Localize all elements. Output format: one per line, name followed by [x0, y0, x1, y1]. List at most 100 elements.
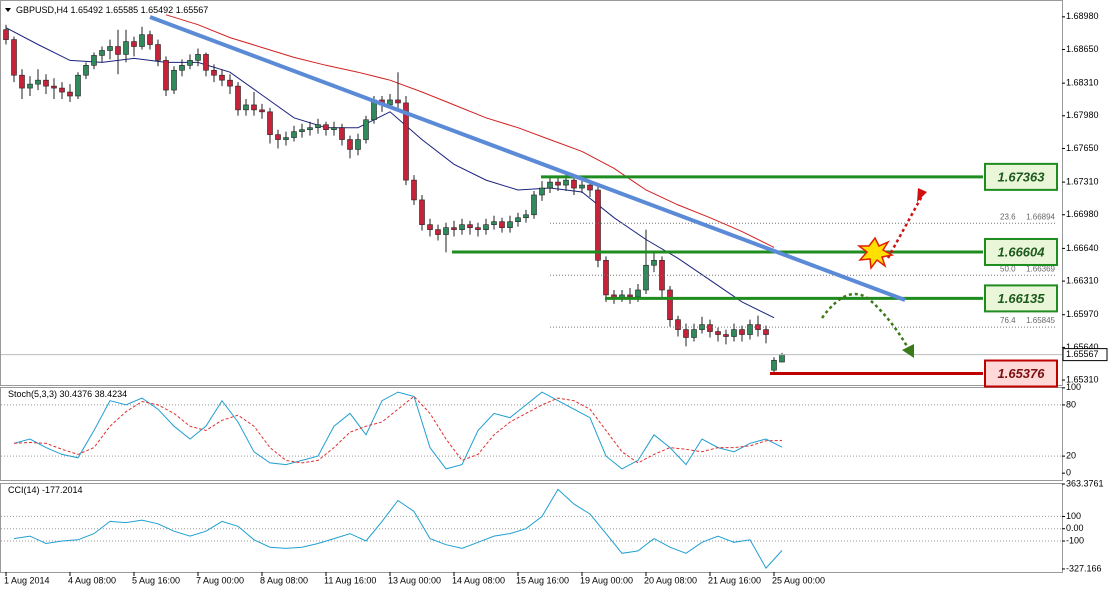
y-tick-label: 1.67310 [1066, 176, 1099, 186]
candle-body [51, 85, 57, 89]
y-tick-label: 1.68650 [1066, 44, 1099, 54]
candle-body [691, 329, 697, 338]
down-arrow-head [902, 344, 914, 358]
candle-body [131, 41, 137, 47]
candle-body [307, 127, 313, 130]
level-box [984, 162, 1058, 191]
candle-body [315, 124, 321, 128]
marks: 1.68980 1.68650 1.68310 1.67980 1.67650 1.673… [1, 11, 1108, 585]
candle-body [555, 181, 561, 186]
candle-body [251, 104, 257, 111]
candle-body [627, 294, 633, 298]
candle-body [203, 54, 209, 71]
candle-body [211, 69, 217, 76]
current-price-label: 1.65567 [1066, 349, 1099, 359]
candle-body [643, 264, 649, 291]
y-tick-label: 1.68310 [1066, 78, 1099, 88]
candle-body [139, 34, 145, 47]
candle-body [35, 79, 41, 85]
candle-body [539, 187, 545, 196]
indicator-line [13, 488, 783, 569]
fib-ratio: 76.4 [1000, 316, 1016, 325]
candle-body [739, 329, 745, 335]
x-tick-label: 20 Aug 08:00 [644, 575, 697, 585]
candle-body [747, 324, 753, 335]
candle-body [427, 224, 433, 230]
stoch-header: Stoch(5,3,3) 30.4376 38.4234 [8, 389, 127, 399]
candle-body [43, 79, 49, 87]
candle-body [571, 179, 577, 189]
candle-body [331, 127, 337, 130]
y-tick-label: 0.00 [1066, 523, 1084, 533]
level-label: 1.67363 [998, 169, 1046, 184]
y-tick-label: 363.3761 [1066, 478, 1104, 488]
indicator-line [13, 391, 783, 470]
candle-body [707, 324, 713, 332]
x-tick-label: 19 Aug 00:00 [580, 575, 633, 585]
candle-body [731, 329, 737, 337]
y-tick-label: 100 [1066, 382, 1081, 392]
fib-price: 1.66369 [1026, 264, 1055, 273]
y-tick-label: 1.66640 [1066, 243, 1099, 253]
x-tick-label: 1 Aug 2014 [4, 575, 50, 585]
indicator-line [165, 14, 775, 248]
candle-body [323, 124, 329, 130]
candle-body [491, 221, 497, 225]
candle-body [291, 131, 297, 138]
candle-body [563, 179, 569, 186]
y-tick-label: 1.65310 [1066, 374, 1099, 384]
candle-body [275, 134, 281, 140]
menu-triangle [5, 8, 11, 12]
candle-body [523, 214, 529, 219]
level-label: 1.66135 [998, 291, 1046, 306]
stoch-signal: 38.4234 [95, 389, 128, 399]
level-label: 1.66604 [998, 244, 1046, 259]
x-tick-label: 21 Aug 16:00 [708, 575, 761, 585]
x-tick-label: 25 Aug 00:00 [772, 575, 825, 585]
high: 1.65585 [106, 5, 139, 15]
symbol: GBPUSD,H4 [16, 5, 68, 15]
candle-body [411, 179, 417, 201]
candle-body [475, 227, 481, 230]
y-tick-label: 100 [1066, 511, 1081, 521]
main-panel [0, 0, 1063, 386]
candle-body [467, 224, 473, 228]
candle-body [155, 44, 161, 61]
candle-body [267, 111, 273, 135]
fib-ratio: 50.0 [1000, 264, 1016, 273]
y-tick-label: 80 [1066, 399, 1076, 409]
indicator-line [13, 395, 783, 464]
candle-body [147, 34, 153, 45]
candle-body [435, 229, 441, 235]
cci-header: CCI(14) -177.2014 [8, 485, 83, 495]
x-tick-label: 14 Aug 08:00 [452, 575, 505, 585]
candle-body [779, 354, 785, 363]
candle-body [715, 331, 721, 335]
y-tick-label: 20 [1066, 450, 1076, 460]
candle-body [243, 104, 249, 111]
candle-body [499, 221, 505, 228]
y-tick-label: 1.65640 [1066, 342, 1099, 352]
candle-body [3, 29, 9, 40]
level-box [984, 284, 1058, 313]
candle-body [675, 319, 681, 330]
level-label: 1.65376 [998, 366, 1046, 381]
x-tick-label: 8 Aug 08:00 [260, 575, 308, 585]
candle-body [387, 99, 393, 106]
candle-body [99, 50, 105, 56]
y-tick-label: 1.67650 [1066, 143, 1099, 153]
y-tick-label: 1.67980 [1066, 110, 1099, 120]
x-tick-label: 13 Aug 00:00 [388, 575, 441, 585]
stoch-panel [0, 387, 1063, 481]
candle-body [771, 359, 777, 371]
candle-body [515, 217, 521, 222]
candle-body [179, 65, 185, 71]
candle-body [651, 259, 657, 266]
level-box [984, 237, 1058, 266]
candle-body [91, 55, 97, 66]
candle-body [219, 74, 225, 81]
fib-price: 1.65845 [1026, 316, 1055, 325]
explosion-icon [856, 236, 895, 270]
x-tick-label: 11 Aug 16:00 [324, 575, 376, 585]
